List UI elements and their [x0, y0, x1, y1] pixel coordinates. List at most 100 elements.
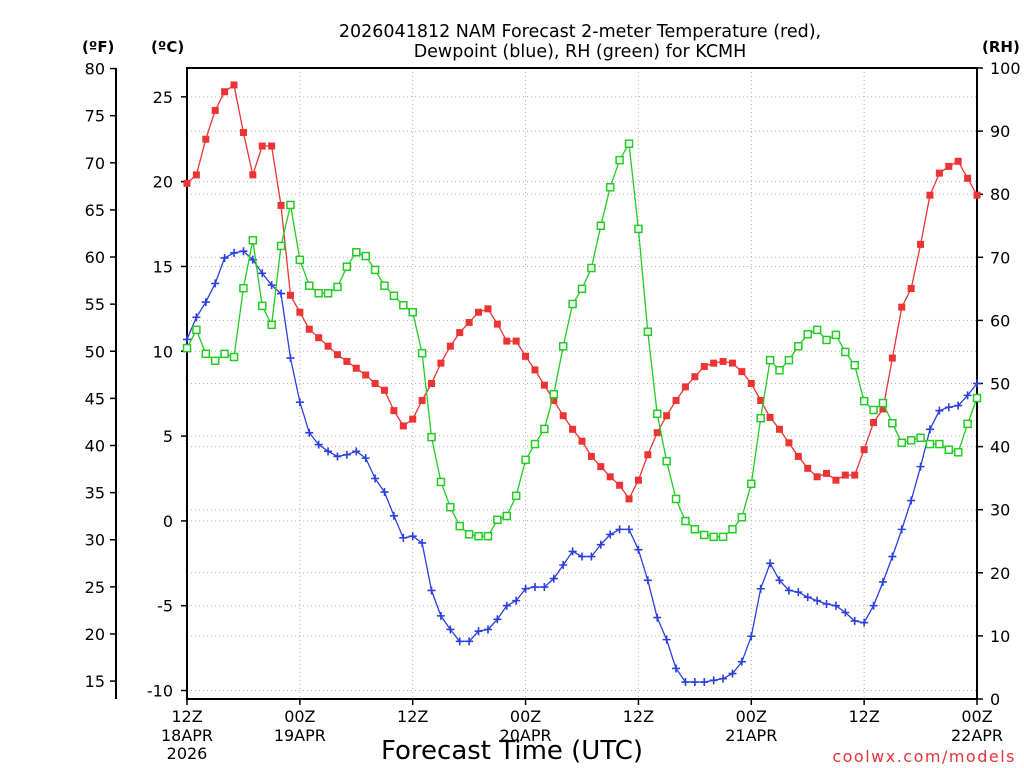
temperature-point	[399, 422, 407, 430]
dewpoint-point	[230, 248, 239, 257]
rh-point	[352, 248, 361, 257]
time-tick-label: 12Z	[397, 707, 428, 726]
dewpoint-point	[427, 586, 436, 595]
dewpoint-point	[916, 462, 925, 471]
temperature-point	[418, 396, 426, 404]
dewpoint-point	[474, 627, 483, 636]
date-tick-label: 21APR	[725, 726, 777, 745]
rh-point	[521, 455, 530, 465]
rh-point	[605, 183, 615, 192]
dewpoint-point	[342, 450, 351, 459]
rh-point	[822, 335, 831, 345]
rh-point	[389, 291, 399, 301]
dewpoint-point	[954, 401, 963, 410]
chart-title-line-2: Dewpoint (blue), RH (green) for KCMH	[414, 42, 747, 62]
dewpoint-point	[653, 613, 662, 622]
dewpoint-point	[305, 428, 314, 437]
fahrenheit-tick-label: 55	[85, 295, 105, 314]
temperature-point	[879, 405, 887, 413]
dewpoint-point	[869, 601, 878, 610]
rh-point	[747, 479, 756, 489]
temperature-point	[428, 380, 436, 387]
rh-point	[248, 236, 258, 245]
dewpoint-point	[361, 454, 370, 463]
rh-point	[841, 347, 850, 357]
rh-point	[963, 419, 972, 429]
rh-point	[276, 241, 286, 251]
time-tick-label: 00Z	[510, 707, 541, 726]
temperature-point	[362, 371, 370, 379]
dewpoint-point	[502, 601, 511, 610]
celsius-tick-label: 20	[153, 173, 173, 192]
series-layer	[182, 81, 982, 687]
rh-point	[417, 348, 427, 358]
rh-point	[436, 477, 446, 487]
temperature-point	[296, 308, 304, 316]
rh-point	[286, 200, 295, 210]
celsius-tick-label: 0	[163, 512, 173, 531]
rh-point	[210, 356, 220, 366]
temperature-point	[672, 396, 680, 404]
time-tick-label: 00Z	[736, 707, 767, 726]
rh-point	[220, 349, 229, 359]
rh-tick-label: 10	[990, 627, 1010, 646]
temperature-point	[719, 357, 727, 365]
dewpoint-point	[295, 398, 304, 407]
temperature-point	[493, 320, 501, 328]
rh-point	[775, 365, 784, 375]
rh-point	[323, 289, 333, 298]
celsius-tick-label: 10	[153, 342, 173, 361]
dewpoint-point	[625, 525, 634, 534]
date-tick-label: 20APR	[500, 726, 552, 745]
temperature-point	[249, 171, 257, 179]
fahrenheit-tick-label: 35	[85, 484, 105, 503]
celsius-tick-label: -10	[147, 682, 173, 701]
rh-point	[803, 330, 812, 339]
temperature-point	[221, 88, 229, 96]
rh-tick-label: 40	[990, 438, 1010, 457]
temperature-point	[578, 437, 586, 445]
temperature-point	[954, 157, 962, 165]
rh-point	[728, 525, 737, 534]
fahrenheit-tick-label: 15	[85, 672, 105, 691]
dewpoint-point	[596, 540, 605, 549]
date-tick-label: 19APR	[274, 726, 326, 745]
dewpoint-point	[878, 577, 887, 586]
temperature-point	[333, 351, 341, 359]
rh-point	[587, 263, 596, 273]
temperature-point	[663, 412, 671, 420]
temperature-series	[183, 81, 981, 503]
rh-point	[455, 521, 464, 531]
dewpoint-point	[831, 601, 840, 610]
rh-point	[446, 502, 455, 512]
rh-point	[784, 355, 794, 365]
dewpoint-point	[925, 425, 934, 434]
rh-point	[502, 511, 512, 521]
dewpoint-point	[907, 496, 916, 505]
temperature-point	[860, 446, 868, 454]
dewpoint-point	[465, 637, 474, 646]
rh-point	[380, 281, 389, 290]
rh-point	[192, 325, 201, 335]
temperature-point	[268, 142, 276, 150]
fahrenheit-tick-label: 60	[85, 248, 105, 267]
rh-point	[577, 284, 587, 294]
rh-point	[229, 352, 239, 362]
x-axis-title: Forecast Time (UTC)	[381, 736, 643, 766]
rh-point	[634, 224, 643, 234]
rh-point	[464, 530, 474, 539]
rh-point	[305, 281, 314, 290]
dewpoint-point	[935, 406, 944, 415]
dewpoint-point	[794, 588, 803, 597]
temperature-point	[305, 325, 313, 333]
dewpoint-point	[784, 586, 793, 595]
temperature-point	[766, 413, 774, 421]
dewpoint-point	[192, 313, 201, 322]
dewpoint-point	[389, 511, 398, 520]
temperature-point	[917, 240, 925, 248]
temperature-point	[710, 359, 718, 367]
rh-point	[643, 327, 653, 337]
temperature-point	[258, 142, 266, 150]
rh-point	[681, 516, 690, 526]
dewpoint-point	[314, 440, 323, 449]
